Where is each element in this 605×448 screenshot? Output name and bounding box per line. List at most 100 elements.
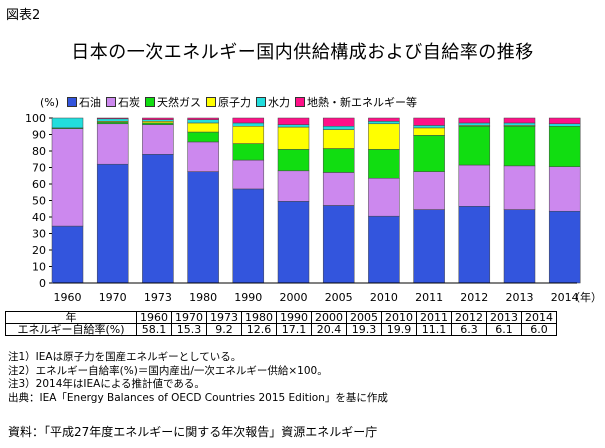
source-text: 資料：「平成27年度エネルギーに関する年次報告」資源エネルギー庁 <box>8 425 378 439</box>
bar-segment <box>413 209 445 284</box>
legend-label: 地熱・新エネルギー等 <box>307 96 418 109</box>
table-value-cell: 17.1 <box>276 323 312 336</box>
table-year-cell: 1973 <box>206 311 242 324</box>
bar-segment <box>277 201 310 284</box>
table-value-cell: 19.3 <box>346 323 382 336</box>
bar-segment <box>142 154 174 284</box>
table-header-label: 年 <box>5 311 137 324</box>
table-value-row: エネルギー自給率(%) 58.1 15.3 9.2 12.6 17.1 20.4 19.3 1… <box>5 323 557 336</box>
x-tick-label: 2013 <box>506 291 534 304</box>
bar-segment <box>548 210 581 284</box>
table-year-cell: 2014 <box>521 311 557 324</box>
figure-label: 図表2 <box>6 8 41 23</box>
table-year-cell: 2010 <box>381 311 417 324</box>
table-year-cell: 1970 <box>171 311 207 324</box>
x-tick-label: 1960 <box>54 291 82 304</box>
bar-segment <box>503 122 536 126</box>
bar-segment <box>368 123 400 150</box>
legend-swatch <box>106 97 117 107</box>
bar-segment <box>458 206 491 284</box>
table-year-cell: 1960 <box>136 311 172 324</box>
y-tick-label: 80 <box>32 145 46 158</box>
table-value-cell: 6.1 <box>486 323 522 336</box>
y-tick-label: 20 <box>32 244 46 257</box>
x-axis-unit: （年） <box>569 290 602 304</box>
legend-item: 水力 <box>256 94 290 110</box>
table-year-cell: 2013 <box>486 311 522 324</box>
chart-title: 日本の一次エネルギー国内供給構成および自給率の推移 <box>71 42 534 63</box>
y-tick-label: 100 <box>25 112 46 125</box>
bar-segment <box>277 149 310 172</box>
table-header-row: 年 1960 1970 1973 1980 1990 2000 2005 2010 2011 20… <box>5 311 557 324</box>
x-tick-label: 2010 <box>370 291 398 304</box>
stacked-bar-chart: 0 10 20 30 40 50 60 70 80 90 100 1960 1970 1973 1980 19… <box>25 112 602 304</box>
legend-label: 天然ガス <box>157 96 202 109</box>
bar-segment <box>232 143 265 161</box>
legend-label: 水力 <box>268 96 291 109</box>
x-tick-label: 1973 <box>144 291 172 304</box>
table-value-cell: 20.4 <box>311 323 347 336</box>
x-tick-label: 2000 <box>280 291 308 304</box>
x-tick-label: 1970 <box>99 291 127 304</box>
y-tick-label: 30 <box>32 228 46 241</box>
bar-segment <box>187 131 219 143</box>
legend-swatch <box>295 97 306 107</box>
legend-swatch <box>206 97 217 107</box>
bar-segment <box>277 117 310 125</box>
legend-item: 原子力 <box>206 94 251 110</box>
bar-segment <box>458 164 491 207</box>
bar-segment <box>503 209 536 284</box>
legend-unit: (%) <box>40 95 60 109</box>
bar-segment <box>187 141 219 172</box>
bar-segment <box>142 124 174 155</box>
table-value-cell: 12.6 <box>241 323 277 336</box>
legend-label: 石炭 <box>118 96 141 109</box>
note-line: 注2）エネルギー自給率(%)＝国内産出/一次エネルギー供給×100。 <box>8 364 328 377</box>
x-tick-label: 1980 <box>189 291 217 304</box>
bar-segment <box>277 126 310 150</box>
note-line: 注3）2014年はIEAによる推計値である。 <box>8 378 205 390</box>
bar-segment <box>232 159 265 190</box>
note-line: 注1）IEAは原子力を国産エネルギーとしている。 <box>8 351 242 363</box>
x-tick-label: 1990 <box>234 291 262 304</box>
bar-segment <box>277 124 310 128</box>
bar-segment <box>96 123 129 165</box>
notes: 注1）IEAは原子力を国産エネルギーとしている。 注2）エネルギー自給率(%)＝国… <box>8 351 388 405</box>
table-value-cell: 15.3 <box>171 323 207 336</box>
bar-segment <box>322 117 355 127</box>
bar-segment <box>322 172 355 206</box>
y-tick-label: 50 <box>32 195 46 208</box>
legend-swatch <box>67 97 78 107</box>
bar-segment <box>232 122 265 127</box>
bar-segment <box>322 205 355 284</box>
table-year-cell: 2000 <box>311 311 347 324</box>
bar-segment <box>322 126 355 130</box>
bar-segment <box>413 127 445 136</box>
x-tick-label: 2005 <box>325 291 353 304</box>
bar-segment <box>368 149 400 179</box>
legend: (%) 石油 石炭 天然ガス 原子力 水力 地熱・新エネルギー等 <box>40 94 417 110</box>
bar-segment <box>96 163 129 284</box>
table-value-cell: 58.1 <box>136 323 172 336</box>
legend-item: 天然ガス <box>145 94 201 110</box>
bar-segment <box>503 126 536 167</box>
bar-segment <box>458 117 491 124</box>
legend-swatch <box>256 97 267 107</box>
bar-segment <box>51 117 84 129</box>
bar-segment <box>187 117 219 120</box>
y-tick-label: 40 <box>32 211 46 224</box>
y-tick-label: 60 <box>32 178 46 191</box>
bar-segment <box>51 128 84 227</box>
legend-item: 地熱・新エネルギー等 <box>295 94 417 110</box>
table-year-cell: 2012 <box>451 311 487 324</box>
bar-segment <box>548 123 581 127</box>
table-row-label: エネルギー自給率(%) <box>5 323 137 336</box>
bar-segment <box>413 117 445 126</box>
bar-segment <box>548 117 581 125</box>
y-tick-label: 10 <box>32 261 46 274</box>
table-year-cell: 2005 <box>346 311 382 324</box>
bar-segment <box>368 215 400 284</box>
y-tick-label: 0 <box>39 277 46 290</box>
bar-segment <box>96 118 129 122</box>
bar-segment <box>51 225 84 284</box>
